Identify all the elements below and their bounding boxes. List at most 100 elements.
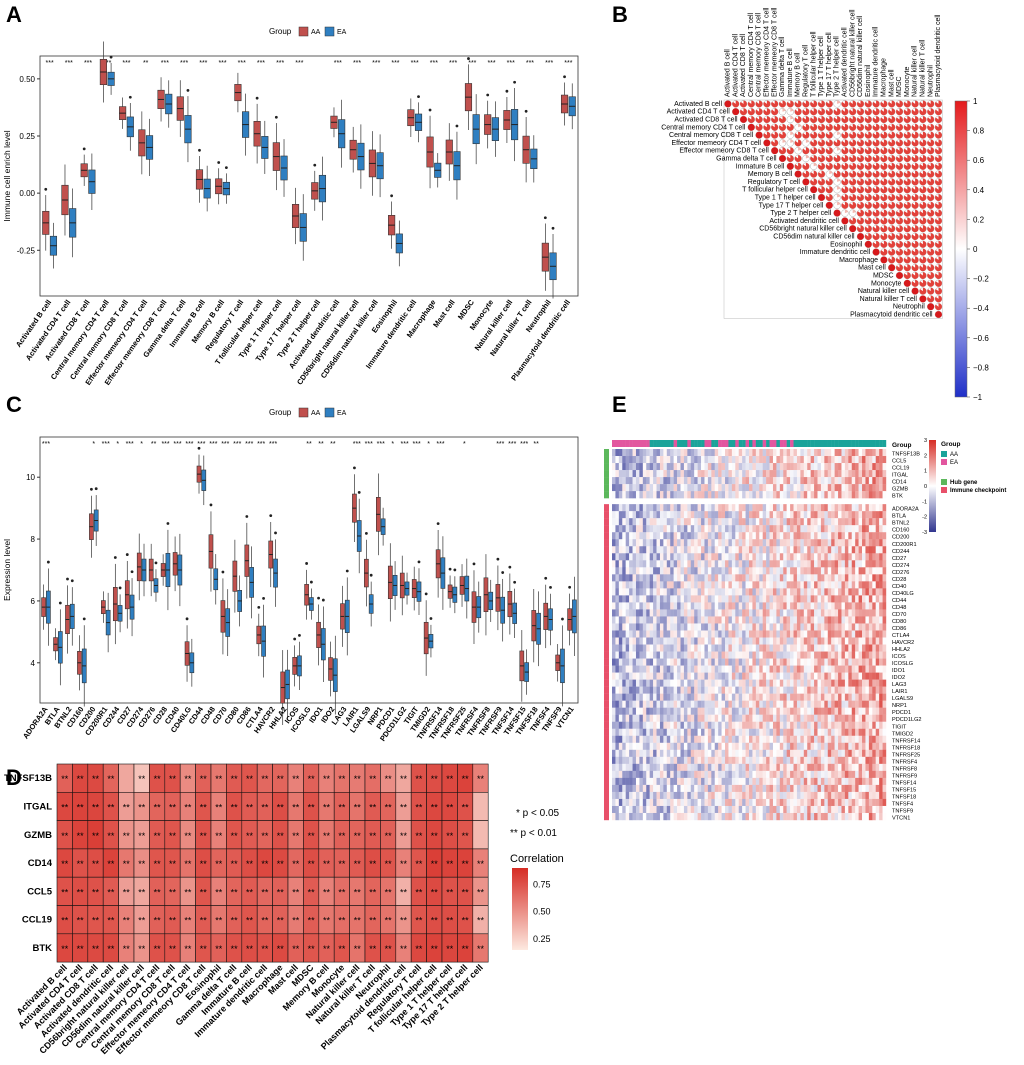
heatmap-cell — [670, 553, 674, 561]
pie-slice — [911, 155, 919, 162]
heatmap-cell — [868, 553, 873, 561]
heatmap-cell — [622, 686, 626, 694]
heatmap-cell — [659, 532, 664, 540]
heatmap-cell — [711, 477, 715, 485]
cell-star: ** — [107, 774, 115, 784]
heatmap-cell — [766, 518, 770, 526]
heatmap-cell — [817, 595, 822, 603]
heatmap-cell — [814, 623, 818, 631]
heatmap-cell — [858, 679, 863, 687]
heatmap-cell — [725, 504, 729, 512]
heatmap-cell — [714, 518, 719, 526]
heatmap-cell — [831, 616, 835, 624]
heatmap-cell — [824, 623, 828, 631]
heatmap-cell — [872, 574, 876, 582]
pie-slice — [805, 155, 810, 159]
heatmap-cell — [673, 484, 678, 492]
heatmap-cell — [653, 616, 657, 624]
heatmap-cell — [725, 484, 729, 492]
heatmap-cell — [769, 511, 774, 519]
heatmap-cell — [872, 511, 876, 519]
pie-slice — [740, 108, 747, 116]
group-annotation-cell — [731, 440, 736, 447]
heatmap-cell — [673, 532, 678, 540]
heatmap-cell — [622, 679, 626, 687]
cell-star: ** — [338, 887, 346, 897]
pie-slice — [935, 279, 942, 287]
group-annotation-cell — [755, 440, 760, 447]
group-annotation-cell — [680, 440, 685, 447]
heatmap-cell — [807, 518, 811, 526]
heatmap-cell — [659, 546, 664, 554]
cell-star: ** — [261, 944, 269, 954]
heatmap-cell — [841, 518, 846, 526]
cell-star: ** — [308, 802, 316, 812]
heatmap-cell — [851, 630, 856, 638]
column-label: Activated CD4 T cell — [732, 33, 739, 97]
heatmap-cell — [872, 595, 876, 603]
heatmap-cell — [807, 539, 811, 547]
outlier-point — [486, 93, 490, 97]
pie-slice — [919, 147, 927, 155]
legend-title: Group — [269, 27, 292, 36]
heatmap-cell — [680, 532, 685, 540]
row-annotation-cell — [604, 651, 609, 659]
group-annotation-cell — [632, 440, 637, 447]
heatmap-cell — [749, 553, 753, 561]
heatmap-cell — [793, 463, 798, 471]
cell-star: ** — [400, 859, 408, 869]
heatmap-cell — [865, 686, 870, 694]
heatmap-cell — [639, 609, 644, 617]
heatmap-cell — [872, 693, 876, 701]
cell-star: ** — [77, 887, 85, 897]
heatmap-cell — [635, 651, 640, 659]
heatmap-cell — [618, 518, 623, 526]
heatmap-cell — [714, 567, 719, 575]
heatmap-cell — [868, 470, 873, 478]
pie-full — [779, 155, 786, 162]
heatmap-cell — [738, 463, 743, 471]
heatmap-cell — [742, 546, 746, 554]
cell-star: ** — [415, 859, 423, 869]
group-annotation-cell — [776, 440, 781, 447]
heatmap-cell — [659, 693, 664, 701]
row-label: CD14 — [892, 480, 906, 486]
heatmap-cell — [663, 665, 667, 673]
heatmap-cell — [749, 463, 753, 471]
pie-slice — [919, 155, 927, 162]
heatmap-cell — [639, 491, 644, 499]
heatmap-cell — [834, 539, 839, 547]
heatmap-cell — [649, 574, 654, 582]
heatmap-cell — [793, 532, 798, 540]
heatmap-cell — [882, 470, 887, 478]
heatmap-cell — [683, 679, 688, 687]
heatmap-cell — [851, 470, 856, 478]
heatmap-cell — [694, 553, 698, 561]
heatmap-cell — [687, 602, 691, 610]
cell-star: ** — [200, 802, 208, 812]
heatmap-cell — [749, 665, 753, 673]
heatmap-cell — [649, 463, 654, 471]
heatmap-cell — [779, 532, 784, 540]
heatmap-cell — [786, 665, 791, 673]
heatmap-cell — [844, 581, 849, 589]
heatmap-cell — [653, 504, 657, 512]
heatmap-cell — [769, 672, 774, 680]
heatmap-cell — [639, 449, 644, 457]
pie-slice — [880, 100, 888, 108]
heatmap-cell — [707, 560, 712, 568]
heatmap-cell — [844, 672, 849, 680]
heatmap-cell — [858, 651, 863, 659]
pie-slice — [837, 201, 841, 206]
heatmap-cell — [855, 525, 859, 533]
heatmap-cell — [731, 539, 736, 547]
group-annotation-cell — [659, 440, 664, 447]
group-annotation-cell — [834, 440, 839, 447]
heatmap-cell — [865, 553, 870, 561]
heatmap-cell — [690, 560, 695, 568]
cell-star: ** — [61, 916, 69, 926]
pie-full — [810, 186, 818, 194]
pie-slice — [747, 116, 755, 123]
heatmap-cell — [824, 588, 828, 596]
heatmap-cell — [752, 553, 757, 561]
